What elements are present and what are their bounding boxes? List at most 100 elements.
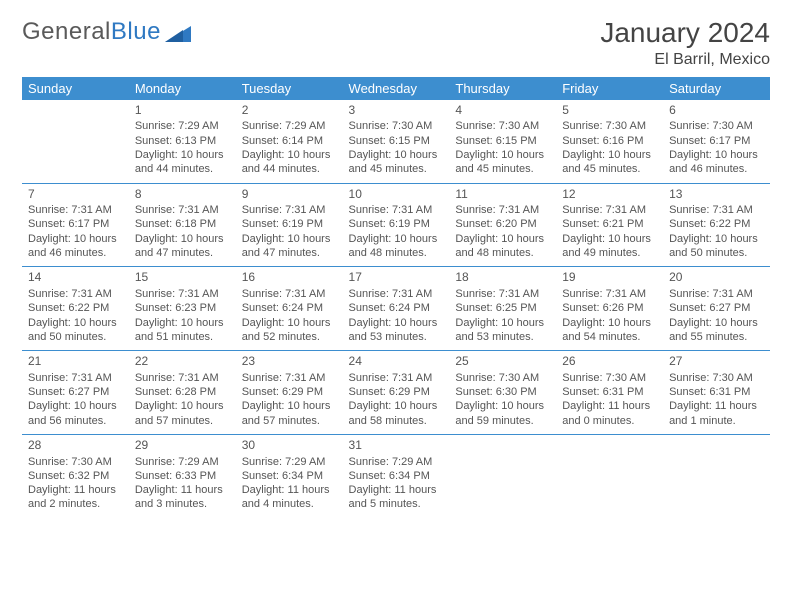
daylight-line: Daylight: 10 hours and 47 minutes.: [242, 232, 337, 261]
sunset-line: Sunset: 6:22 PM: [669, 217, 764, 231]
daylight-line: Daylight: 10 hours and 44 minutes.: [242, 148, 337, 177]
daylight-line: Daylight: 10 hours and 51 minutes.: [135, 316, 230, 345]
day-number: 21: [28, 354, 123, 370]
header-bar: GeneralBlue January 2024 El Barril, Mexi…: [22, 18, 770, 69]
sunrise-line: Sunrise: 7:30 AM: [455, 371, 550, 385]
calendar-cell: 28Sunrise: 7:30 AMSunset: 6:32 PMDayligh…: [22, 434, 129, 517]
weekday-header: Thursday: [449, 77, 556, 100]
daylight-line: Daylight: 10 hours and 53 minutes.: [455, 316, 550, 345]
sunrise-line: Sunrise: 7:31 AM: [669, 287, 764, 301]
calendar-table: SundayMondayTuesdayWednesdayThursdayFrid…: [22, 77, 770, 518]
sunrise-line: Sunrise: 7:31 AM: [135, 203, 230, 217]
sunrise-line: Sunrise: 7:29 AM: [242, 455, 337, 469]
sunrise-line: Sunrise: 7:31 AM: [28, 203, 123, 217]
calendar-body: 1Sunrise: 7:29 AMSunset: 6:13 PMDaylight…: [22, 100, 770, 518]
calendar-cell: 8Sunrise: 7:31 AMSunset: 6:18 PMDaylight…: [129, 183, 236, 267]
calendar-cell: 16Sunrise: 7:31 AMSunset: 6:24 PMDayligh…: [236, 267, 343, 351]
location-label: El Barril, Mexico: [600, 51, 770, 69]
calendar-cell: 25Sunrise: 7:30 AMSunset: 6:30 PMDayligh…: [449, 351, 556, 435]
calendar-cell: 22Sunrise: 7:31 AMSunset: 6:28 PMDayligh…: [129, 351, 236, 435]
sunrise-line: Sunrise: 7:31 AM: [242, 287, 337, 301]
daylight-line: Daylight: 10 hours and 50 minutes.: [669, 232, 764, 261]
calendar-cell: 19Sunrise: 7:31 AMSunset: 6:26 PMDayligh…: [556, 267, 663, 351]
sunset-line: Sunset: 6:27 PM: [669, 301, 764, 315]
weekday-header: Wednesday: [343, 77, 450, 100]
daylight-line: Daylight: 10 hours and 47 minutes.: [135, 232, 230, 261]
calendar-header-row: SundayMondayTuesdayWednesdayThursdayFrid…: [22, 77, 770, 100]
sunset-line: Sunset: 6:31 PM: [669, 385, 764, 399]
title-block: January 2024 El Barril, Mexico: [600, 18, 770, 69]
calendar-cell: 6Sunrise: 7:30 AMSunset: 6:17 PMDaylight…: [663, 100, 770, 183]
day-number: 11: [455, 187, 550, 203]
day-number: 28: [28, 438, 123, 454]
daylight-line: Daylight: 10 hours and 46 minutes.: [669, 148, 764, 177]
sunset-line: Sunset: 6:14 PM: [242, 134, 337, 148]
day-number: 24: [349, 354, 444, 370]
sunrise-line: Sunrise: 7:31 AM: [349, 287, 444, 301]
calendar-cell: [556, 434, 663, 517]
day-number: 4: [455, 103, 550, 119]
sunset-line: Sunset: 6:24 PM: [242, 301, 337, 315]
calendar-cell: 4Sunrise: 7:30 AMSunset: 6:15 PMDaylight…: [449, 100, 556, 183]
daylight-line: Daylight: 10 hours and 53 minutes.: [349, 316, 444, 345]
calendar-cell: 26Sunrise: 7:30 AMSunset: 6:31 PMDayligh…: [556, 351, 663, 435]
daylight-line: Daylight: 10 hours and 55 minutes.: [669, 316, 764, 345]
sunrise-line: Sunrise: 7:30 AM: [28, 455, 123, 469]
day-number: 2: [242, 103, 337, 119]
sunset-line: Sunset: 6:24 PM: [349, 301, 444, 315]
sunset-line: Sunset: 6:17 PM: [669, 134, 764, 148]
calendar-cell: 3Sunrise: 7:30 AMSunset: 6:15 PMDaylight…: [343, 100, 450, 183]
sunrise-line: Sunrise: 7:31 AM: [562, 287, 657, 301]
calendar-cell: 23Sunrise: 7:31 AMSunset: 6:29 PMDayligh…: [236, 351, 343, 435]
calendar-cell: 1Sunrise: 7:29 AMSunset: 6:13 PMDaylight…: [129, 100, 236, 183]
calendar-week-row: 1Sunrise: 7:29 AMSunset: 6:13 PMDaylight…: [22, 100, 770, 183]
calendar-week-row: 28Sunrise: 7:30 AMSunset: 6:32 PM Dayligh…: [22, 434, 770, 517]
brand-logo: GeneralBlue: [22, 18, 191, 46]
sunset-line: Sunset: 6:19 PM: [349, 217, 444, 231]
daylight-line: Daylight: 10 hours and 50 minutes.: [28, 316, 123, 345]
weekday-header: Monday: [129, 77, 236, 100]
weekday-header: Saturday: [663, 77, 770, 100]
daylight-line: Daylight: 10 hours and 59 minutes.: [455, 399, 550, 428]
sunrise-line: Sunrise: 7:31 AM: [669, 203, 764, 217]
daylight-line: Daylight: 11 hours and 1 minute.: [669, 399, 764, 428]
daylight-line: Daylight: 10 hours and 57 minutes.: [135, 399, 230, 428]
calendar-cell: 13Sunrise: 7:31 AMSunset: 6:22 PMDayligh…: [663, 183, 770, 267]
sunset-line: Sunset: 6:15 PM: [455, 134, 550, 148]
sunrise-line: Sunrise: 7:30 AM: [349, 119, 444, 133]
sunrise-line: Sunrise: 7:30 AM: [455, 119, 550, 133]
calendar-cell: 2Sunrise: 7:29 AMSunset: 6:14 PMDaylight…: [236, 100, 343, 183]
sunset-line: Sunset: 6:26 PM: [562, 301, 657, 315]
sunset-line: Sunset: 6:34 PM: [349, 469, 444, 483]
calendar-cell: 9Sunrise: 7:31 AMSunset: 6:19 PMDaylight…: [236, 183, 343, 267]
daylight-line: Daylight: 10 hours and 48 minutes.: [455, 232, 550, 261]
daylight-line: Daylight: 10 hours and 52 minutes.: [242, 316, 337, 345]
daylight-line: Daylight: 10 hours and 45 minutes.: [349, 148, 444, 177]
sunrise-line: Sunrise: 7:31 AM: [28, 371, 123, 385]
daylight-line: Daylight: 10 hours and 46 minutes.: [28, 232, 123, 261]
day-number: 18: [455, 270, 550, 286]
sunset-line: Sunset: 6:30 PM: [455, 385, 550, 399]
daylight-line: Daylight: 11 hours and 4 minutes.: [242, 483, 337, 512]
sunset-line: Sunset: 6:22 PM: [28, 301, 123, 315]
brand-text-gray: General: [22, 18, 111, 46]
sunset-line: Sunset: 6:32 PM: [28, 469, 123, 483]
sunrise-line: Sunrise: 7:31 AM: [455, 203, 550, 217]
day-number: 10: [349, 187, 444, 203]
calendar-page: GeneralBlue January 2024 El Barril, Mexi…: [0, 0, 792, 528]
sunset-line: Sunset: 6:17 PM: [28, 217, 123, 231]
sunrise-line: Sunrise: 7:31 AM: [349, 371, 444, 385]
calendar-cell: 7Sunrise: 7:31 AMSunset: 6:17 PMDaylight…: [22, 183, 129, 267]
daylight-line: Daylight: 10 hours and 56 minutes.: [28, 399, 123, 428]
calendar-cell: [22, 100, 129, 183]
day-number: 17: [349, 270, 444, 286]
calendar-cell: 21Sunrise: 7:31 AMSunset: 6:27 PMDayligh…: [22, 351, 129, 435]
day-number: 6: [669, 103, 764, 119]
calendar-cell: [449, 434, 556, 517]
weekday-header: Tuesday: [236, 77, 343, 100]
calendar-cell: 20Sunrise: 7:31 AMSunset: 6:27 PMDayligh…: [663, 267, 770, 351]
day-number: 9: [242, 187, 337, 203]
day-number: 3: [349, 103, 444, 119]
day-number: 8: [135, 187, 230, 203]
daylight-line: Daylight: 10 hours and 54 minutes.: [562, 316, 657, 345]
